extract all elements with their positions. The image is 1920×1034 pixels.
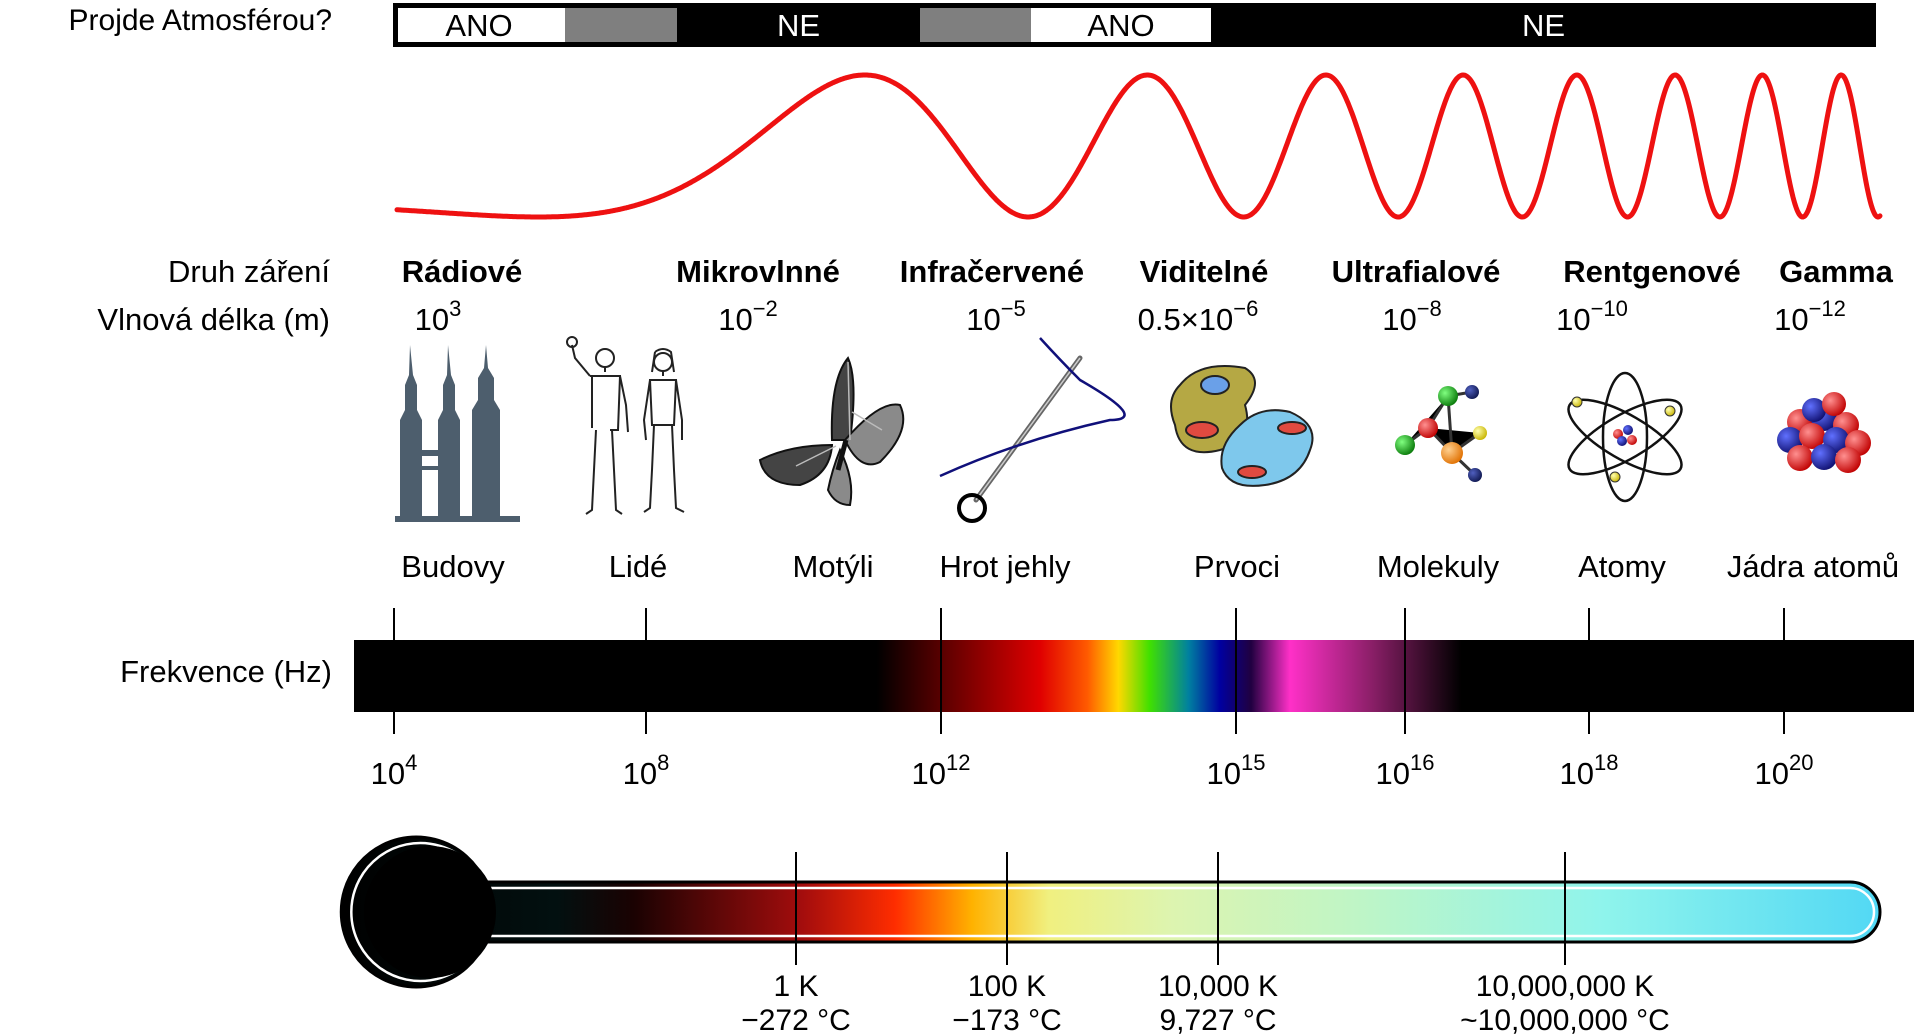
wavelength-exponent: 3 — [449, 296, 461, 321]
frequency-exponent: 18 — [1594, 750, 1618, 775]
atmosphere-segment — [1211, 8, 1871, 42]
wavelength-base: 10 — [1774, 302, 1808, 337]
wavelength-base: 10 — [718, 302, 752, 337]
frequency-tick-label: 104 — [371, 750, 418, 791]
scale-object-label: Lidé — [609, 549, 668, 584]
frequency-base: 10 — [1207, 756, 1241, 791]
band-wavelength: 10−10 — [1556, 296, 1628, 337]
frequency-base: 10 — [1376, 756, 1410, 791]
wavelength-base: 10 — [415, 302, 449, 337]
protozoa-icon — [1170, 365, 1314, 487]
molecule-icon — [1395, 385, 1487, 482]
wavelength-wave — [394, 72, 1883, 220]
band-list: Rádiové103Mikrovlnné10−2Infračervené10−5… — [402, 254, 1894, 337]
scale-object-label: Motýli — [793, 549, 874, 584]
atmosphere-segment-label: ANO — [445, 8, 512, 43]
band-name: Infračervené — [900, 254, 1084, 289]
frequency-base: 10 — [623, 756, 657, 791]
band-name: Ultrafialové — [1332, 254, 1501, 289]
wavelength-base: 10 — [1556, 302, 1590, 337]
temperature-ticks: 1 K−272 °C 100 K−173 °C 10,000 K9,727 °C 10… — [741, 852, 1670, 1034]
wavelength-label: Vlnová délka (m) — [97, 302, 330, 337]
temperature-celsius-label: ~10,000,000 °C — [1460, 1004, 1670, 1034]
frequency-exponent: 8 — [657, 750, 669, 775]
band-name: Gamma — [1779, 254, 1893, 289]
frequency-base: 10 — [1755, 756, 1789, 791]
frequency-exponent: 20 — [1789, 750, 1813, 775]
frequency-tick-label: 1016 — [1376, 750, 1435, 791]
temperature-kelvin-label: 100 K — [968, 970, 1046, 1003]
frequency-tick-label: 1018 — [1560, 750, 1619, 791]
atmosphere-label: Projde Atmosférou? — [69, 4, 332, 37]
buildings-icon — [395, 345, 520, 522]
frequency-label: Frekvence (Hz) — [120, 654, 332, 689]
needle-icon — [939, 337, 1126, 523]
frequency-tick-label: 108 — [623, 750, 670, 791]
atmosphere-segment-label: ANO — [1087, 8, 1154, 43]
band-name: Viditelné — [1140, 254, 1269, 289]
scale-object-labels: Budovy Lidé Motýli Hrot jehly Prvoci Molekuly… — [401, 549, 1899, 584]
frequency-base: 10 — [912, 756, 946, 791]
atmosphere-segment — [677, 8, 920, 42]
frequency-base: 10 — [1560, 756, 1594, 791]
butterfly-icon — [758, 356, 905, 507]
nucleus-icon — [1777, 392, 1871, 473]
humans-icon — [566, 336, 685, 515]
frequency-exponent: 16 — [1410, 750, 1434, 775]
temperature-thermometer — [339, 835, 1882, 989]
wavelength-exponent: −12 — [1809, 296, 1846, 321]
wavelength-exponent: −8 — [1417, 296, 1442, 321]
atmosphere-segment — [1031, 8, 1211, 42]
temperature-kelvin-label: 10,000,000 K — [1476, 970, 1655, 1003]
radiation-type-label: Druh záření — [168, 254, 330, 289]
temperature-celsius-label: −173 °C — [952, 1004, 1062, 1034]
atmosphere-segment — [920, 8, 1031, 42]
atmosphere-segment-label: NE — [1522, 8, 1565, 43]
frequency-tick-label: 1020 — [1755, 750, 1814, 791]
wavelength-base: 10 — [966, 302, 1000, 337]
atom-icon — [1567, 371, 1683, 503]
wavelength-base: 10 — [1382, 302, 1416, 337]
frequency-base: 10 — [371, 756, 405, 791]
scale-object-label: Molekuly — [1377, 549, 1500, 584]
temperature-kelvin-label: 1 K — [773, 970, 818, 1003]
atmosphere-bar: ANO NE ANO NE — [393, 3, 1876, 47]
band-wavelength: 10−12 — [1774, 296, 1846, 337]
band-wavelength: 10−8 — [1382, 296, 1442, 337]
temperature-celsius-label: 9,727 °C — [1159, 1004, 1276, 1034]
band-name: Mikrovlnné — [676, 254, 840, 289]
frequency-tick-label: 1015 — [1207, 750, 1266, 791]
atmosphere-segment — [398, 8, 565, 42]
band-name: Rentgenové — [1563, 254, 1740, 289]
frequency-exponent: 4 — [405, 750, 417, 775]
band-wavelength: 0.5×10−6 — [1138, 296, 1259, 337]
atmosphere-segment-label: NE — [777, 8, 820, 43]
scale-object-label: Jádra atomů — [1727, 549, 1899, 584]
band-wavelength: 10−5 — [966, 296, 1026, 337]
scale-object-label: Budovy — [401, 549, 505, 584]
frequency-exponent: 12 — [946, 750, 970, 775]
temperature-kelvin-label: 10,000 K — [1158, 970, 1278, 1003]
scale-object-label: Prvoci — [1194, 549, 1280, 584]
scale-object-label: Hrot jehly — [940, 549, 1071, 584]
frequency-spectrum-bar — [354, 640, 1914, 712]
band-wavelength: 103 — [415, 296, 462, 337]
wavelength-base: 0.5×10 — [1138, 302, 1234, 337]
wavelength-exponent: −5 — [1001, 296, 1026, 321]
wavelength-exponent: −6 — [1233, 296, 1258, 321]
band-wavelength: 10−2 — [718, 296, 778, 337]
band-name: Rádiové — [402, 254, 523, 289]
frequency-exponent: 15 — [1241, 750, 1265, 775]
wavelength-exponent: −2 — [753, 296, 778, 321]
wavelength-exponent: −10 — [1591, 296, 1628, 321]
atmosphere-segment — [565, 8, 677, 42]
scale-object-label: Atomy — [1578, 549, 1666, 584]
frequency-ticks: 104 108 1012 1015 1016 1018 1020 — [371, 608, 1814, 791]
temperature-celsius-label: −272 °C — [741, 1004, 851, 1034]
frequency-tick-label: 1012 — [912, 750, 971, 791]
